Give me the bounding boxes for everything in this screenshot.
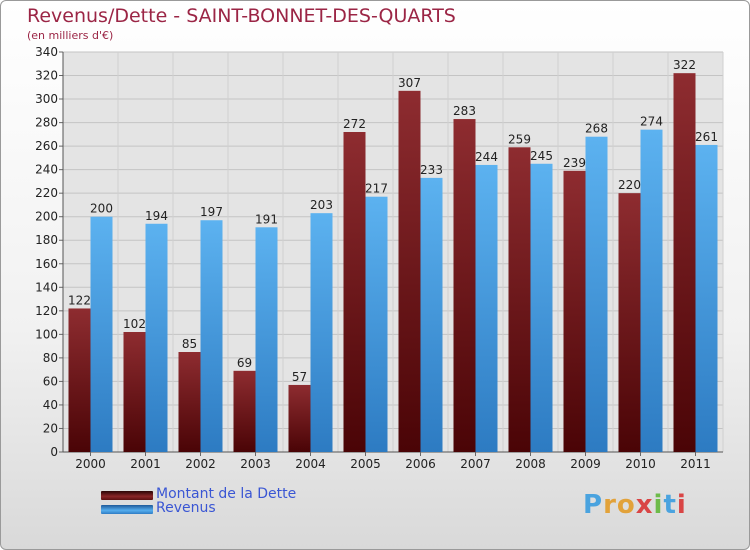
logo-letter: r: [603, 490, 617, 520]
bar-debt: [123, 332, 146, 452]
bar-revenue: [475, 164, 498, 453]
data-label: 244: [475, 150, 498, 164]
units-subtitle: (en milliers d'€): [27, 29, 114, 42]
bar-debt: [288, 384, 311, 452]
logo-letter: i: [676, 490, 687, 520]
data-label: 268: [585, 122, 608, 136]
data-label: 322: [673, 58, 696, 72]
bar-revenue: [200, 220, 223, 452]
bar-debt: [343, 132, 366, 452]
bar-revenue: [640, 129, 663, 452]
x-tick-label: 2002: [185, 457, 216, 471]
bar-debt: [618, 193, 641, 453]
data-label: 191: [255, 212, 278, 226]
x-tick-label: 2004: [295, 457, 326, 471]
bar-revenue: [695, 144, 718, 453]
bar-revenue: [420, 177, 443, 452]
data-label: 274: [640, 115, 663, 129]
data-label: 307: [398, 76, 421, 90]
bar-revenue: [585, 136, 608, 453]
data-label: 217: [365, 182, 388, 196]
y-tick-label: 140: [35, 280, 58, 294]
y-tick-label: 120: [35, 304, 58, 318]
legend-swatch-debt: [101, 491, 153, 500]
x-tick-label: 2003: [240, 457, 271, 471]
bar-debt: [68, 308, 91, 452]
data-label: 200: [90, 202, 113, 216]
data-label: 220: [618, 178, 641, 192]
logo-letter: x: [635, 490, 654, 520]
bar-debt: [398, 90, 421, 452]
x-tick-label: 2006: [405, 457, 436, 471]
y-tick-label: 340: [35, 45, 58, 59]
bar-debt: [453, 119, 476, 452]
proxiti-logo: Proxiti: [583, 490, 687, 520]
y-tick-label: 280: [35, 116, 58, 130]
legend-label-debt: Montant de la Dette: [156, 486, 297, 502]
x-tick-label: 2011: [680, 457, 711, 471]
y-tick-label: 40: [43, 398, 58, 412]
data-label: 203: [310, 198, 333, 212]
data-label: 102: [123, 317, 146, 331]
logo-letter: o: [616, 490, 636, 520]
bar-debt: [508, 147, 531, 452]
data-label: 239: [563, 156, 586, 170]
y-tick-label: 240: [35, 163, 58, 177]
data-label: 259: [508, 132, 531, 146]
y-tick-label: 260: [35, 139, 58, 153]
bar-revenue: [145, 223, 168, 452]
y-tick-label: 100: [35, 327, 58, 341]
y-tick-label: 200: [35, 210, 58, 224]
logo-letter: t: [663, 490, 677, 520]
data-label: 57: [292, 370, 307, 384]
x-tick-label: 2005: [350, 457, 381, 471]
y-tick-label: 320: [35, 69, 58, 83]
data-label: 233: [420, 163, 443, 177]
logo-letter: i: [653, 490, 664, 520]
data-label: 261: [695, 130, 718, 144]
y-tick-label: 80: [43, 351, 58, 365]
data-label: 197: [200, 205, 223, 219]
x-tick-label: 2007: [460, 457, 491, 471]
data-label: 245: [530, 149, 553, 163]
data-label: 194: [145, 209, 168, 223]
y-tick-label: 300: [35, 92, 58, 106]
y-tick-label: 20: [43, 421, 58, 435]
bar-debt: [673, 73, 696, 453]
y-tick-label: 220: [35, 186, 58, 200]
bar-revenue: [365, 196, 388, 452]
bar-revenue: [530, 163, 553, 452]
bar-debt: [563, 170, 586, 452]
x-tick-label: 2001: [130, 457, 161, 471]
legend-label-revenue: Revenus: [156, 500, 216, 516]
y-tick-label: 160: [35, 257, 58, 271]
data-label: 283: [453, 104, 476, 118]
x-tick-label: 2000: [75, 457, 106, 471]
y-tick-label: 60: [43, 374, 58, 388]
bar-revenue: [90, 216, 113, 452]
x-tick-label: 2010: [625, 457, 656, 471]
y-tick-label: 180: [35, 233, 58, 247]
bar-revenue: [255, 227, 278, 452]
y-tick-label: 0: [50, 445, 58, 459]
data-label: 122: [68, 293, 91, 307]
data-label: 85: [182, 337, 197, 351]
x-tick-label: 2009: [570, 457, 601, 471]
bar-debt: [233, 370, 256, 452]
legend-swatch-revenue: [101, 505, 153, 514]
bar-revenue: [310, 213, 333, 452]
logo-letter: P: [583, 490, 604, 520]
page-title: Revenus/Dette - SAINT-BONNET-DES-QUARTS: [27, 5, 456, 27]
bar-debt: [178, 352, 201, 452]
data-label: 69: [237, 356, 252, 370]
data-label: 272: [343, 117, 366, 131]
x-tick-label: 2008: [515, 457, 546, 471]
